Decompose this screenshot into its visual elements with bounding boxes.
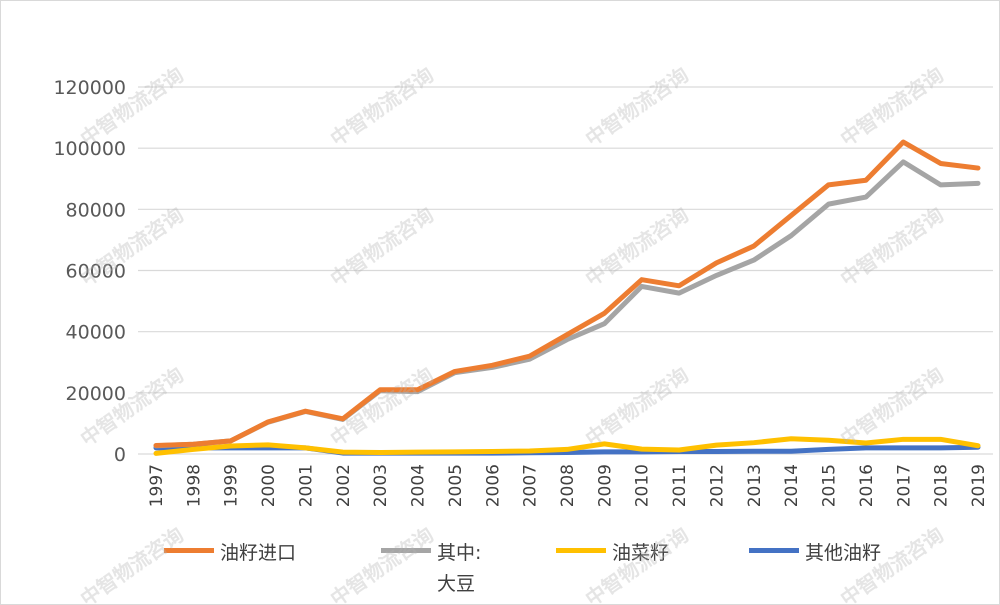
legend-label-line2: 大豆 (437, 573, 476, 595)
y-tick-label: 120000 (53, 77, 126, 99)
y-tick-label: 20000 (66, 383, 126, 405)
x-tick-label: 2001 (296, 464, 316, 507)
x-tick-label: 2006 (483, 464, 503, 507)
y-tick-label: 60000 (66, 261, 126, 283)
x-tick-label: 2011 (670, 464, 690, 507)
legend-swatch (164, 548, 214, 553)
x-tick-label: 2018 (932, 464, 952, 507)
x-tick-label: 2007 (521, 464, 541, 507)
x-tick-label: 2003 (371, 464, 391, 507)
x-tick-label: 1997 (147, 464, 167, 507)
x-tick-label: 2002 (334, 464, 354, 507)
x-tick-label: 1999 (222, 464, 242, 507)
x-tick-label: 2004 (409, 464, 429, 507)
x-tick-label: 2017 (894, 464, 914, 507)
x-tick-label: 2014 (782, 464, 802, 507)
legend-label: 其他油籽 (805, 542, 882, 564)
y-tick-label: 100000 (53, 138, 126, 160)
x-tick-label: 2012 (707, 464, 727, 507)
x-tick-label: 2008 (558, 464, 578, 507)
legend-item-rapeseed: 油菜籽 (556, 538, 669, 565)
legend-swatch (381, 548, 431, 553)
x-tick-label: 2005 (446, 464, 466, 507)
x-tick-label: 2000 (259, 464, 279, 507)
x-tick-label: 2019 (969, 464, 989, 507)
y-tick-label: 80000 (66, 199, 126, 221)
series-line-其中:大豆 (153, 159, 981, 449)
x-tick-label: 2016 (857, 464, 877, 507)
legend-item-other-oilseed: 其他油籽 (749, 538, 881, 565)
legend-label-line1: 其中: (437, 542, 482, 564)
x-tick-label: 2010 (633, 464, 653, 507)
x-tick-label: 2013 (745, 464, 765, 507)
x-tick-label: 1998 (184, 464, 204, 507)
legend-item-oilseed-import: 油籽进口 (164, 538, 296, 565)
x-tick-label: 2015 (820, 464, 840, 507)
legend-item-soybean: 其中: 大豆 (381, 538, 481, 596)
y-tick-label: 40000 (66, 322, 126, 344)
x-tick-label: 2009 (595, 464, 615, 507)
legend-label: 油籽进口 (220, 542, 297, 564)
series-line-油籽进口 (153, 139, 981, 448)
legend-swatch (749, 548, 799, 553)
y-tick-label: 0 (114, 444, 126, 466)
legend-label: 油菜籽 (612, 542, 670, 564)
legend-swatch (556, 548, 606, 553)
